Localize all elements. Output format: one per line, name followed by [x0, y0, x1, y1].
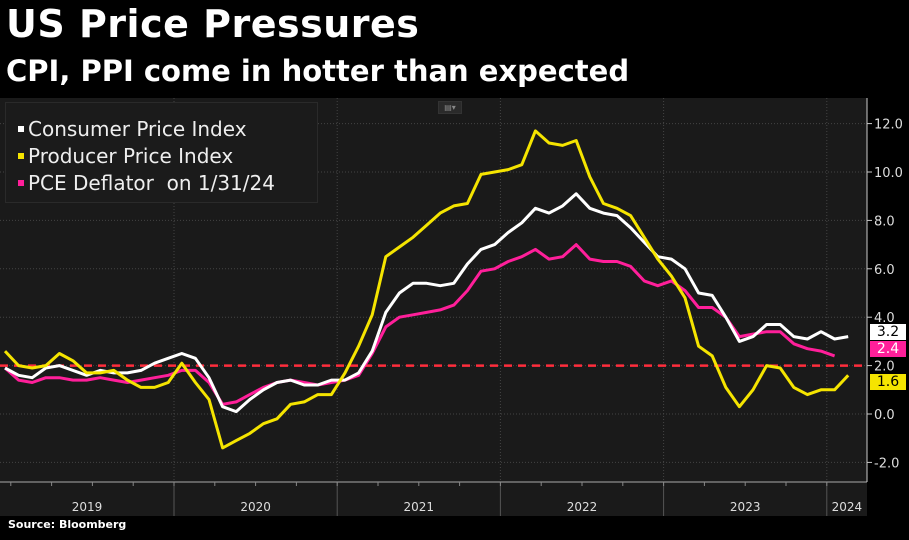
x-tick-label: 2022	[567, 500, 598, 514]
y-tick-label: 10.0	[874, 166, 903, 181]
legend-swatch-pce	[18, 179, 24, 186]
y-tick-label: -2.0	[874, 456, 899, 471]
legend-swatch-cpi	[18, 125, 24, 132]
legend-item-ppi[interactable]: Producer Price Index	[6, 142, 317, 169]
y-tick-label: 4.0	[874, 311, 895, 326]
legend-label: PCE Deflator on 1/31/24	[28, 170, 275, 195]
y-tick-label: 6.0	[874, 263, 895, 278]
legend-swatch-ppi	[18, 152, 24, 159]
last-value-pce: 2.4	[870, 341, 906, 357]
series-line-cpi	[4, 192, 849, 414]
x-tick-label: 2020	[240, 500, 271, 514]
y-tick-label: 12.0	[874, 118, 903, 133]
source-note: Source: Bloomberg	[8, 518, 127, 531]
last-value-ppi: 1.6	[870, 374, 906, 390]
x-axis-band	[0, 482, 867, 516]
y-axis: 12.0 10.0 8.0 6.0 4.0 2.0 0.0 -2.0	[866, 98, 903, 482]
series-line-ppi	[3, 129, 850, 450]
chart-type-icon[interactable]: ▤▾	[438, 101, 462, 114]
x-tick-label: 2023	[730, 500, 761, 514]
legend-item-pce[interactable]: PCE Deflator on 1/31/24	[6, 169, 317, 196]
y-tick-label: 2.0	[874, 360, 895, 375]
x-tick-label: 2021	[404, 500, 435, 514]
legend-item-cpi[interactable]: Consumer Price Index	[6, 115, 317, 142]
legend-label: Consumer Price Index	[28, 116, 247, 141]
last-value-cpi: 3.2	[870, 324, 906, 340]
series-lines	[0, 129, 867, 450]
x-axis: 2019 2020 2021 2022 2023 2024	[0, 481, 867, 516]
legend: Consumer Price Index Producer Price Inde…	[5, 102, 318, 203]
x-tick-label: 2019	[72, 500, 103, 514]
legend-label: Producer Price Index	[28, 143, 234, 168]
y-tick-label: 8.0	[874, 214, 895, 229]
x-tick-label: 2024	[832, 500, 863, 514]
series-line-pce	[4, 243, 836, 406]
y-tick-label: 0.0	[874, 408, 895, 423]
chart-title: US Price Pressures	[6, 2, 420, 46]
chart-subtitle: CPI, PPI come in hotter than expected	[6, 54, 630, 88]
